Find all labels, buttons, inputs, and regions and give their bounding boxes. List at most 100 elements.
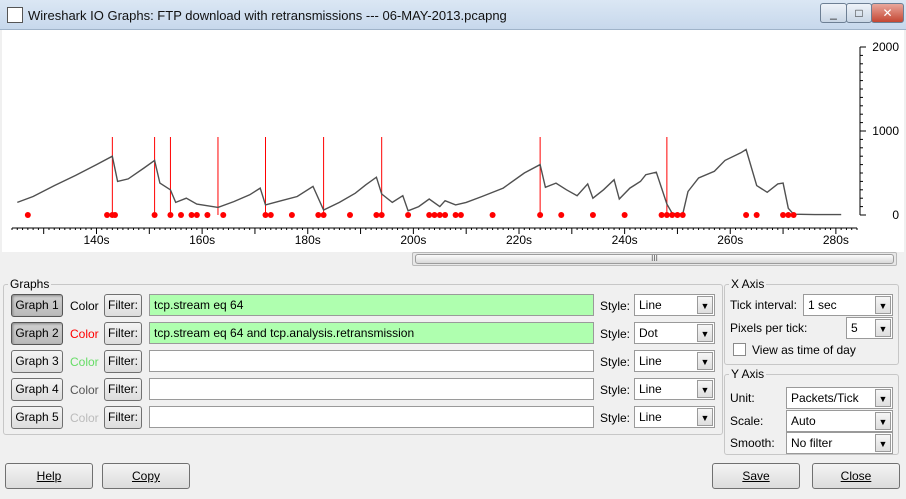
scale-label: Scale: (730, 414, 764, 428)
graph-5-style-select[interactable]: Line ▼ (634, 406, 715, 428)
io-graph-svg: 140s 160s 180s 200s 220s 240s 260s 280s 0 1000 200… (11, 40, 899, 247)
save-button[interactable]: Save (712, 463, 800, 489)
graph-4-filter-button[interactable]: Filter: (104, 378, 142, 401)
copy-label: Copy (131, 469, 160, 483)
copy-button[interactable]: Copy (102, 463, 190, 489)
maximize-button[interactable]: □ (846, 3, 872, 23)
graph-2-dot (780, 212, 787, 218)
graph-2-dot (220, 212, 227, 218)
graph-1-style-value: Line (639, 298, 662, 312)
smooth-select[interactable]: No filter ▼ (786, 432, 893, 454)
graph-2-dot (790, 212, 797, 218)
graph-1-toggle-button[interactable]: Graph 1 (11, 294, 63, 317)
graph-2-dot (378, 212, 385, 218)
graph-3-color-label[interactable]: Color (70, 355, 99, 369)
graph-2-toggle-button[interactable]: Graph 2 (11, 322, 63, 345)
graph-2-dot (288, 212, 295, 218)
graph-3-filter-input[interactable] (149, 350, 594, 372)
graph-2-color-label[interactable]: Color (70, 327, 99, 341)
graph-3-filter-button[interactable]: Filter: (104, 350, 142, 373)
window-close-button[interactable]: ✕ (871, 3, 904, 23)
graph-4-style-select[interactable]: Line ▼ (634, 378, 715, 400)
graphs-group: Graphs (3, 277, 723, 435)
graph-1-style-label: Style: (600, 299, 631, 313)
minimize-button[interactable]: _ (820, 3, 847, 23)
graph-2-dot (426, 212, 433, 218)
graph-5-color-label[interactable]: Color (70, 411, 99, 425)
tick-interval-select[interactable]: 1 sec ▼ (803, 294, 893, 316)
graph-1-color-label[interactable]: Color (70, 299, 99, 313)
graph-2-dot (24, 212, 31, 218)
pixels-per-tick-select[interactable]: 5 ▼ (846, 317, 893, 339)
x-axis-group-title: X Axis (731, 277, 765, 291)
help-label: Help (36, 469, 62, 483)
tick-interval-value: 1 sec (808, 298, 837, 312)
chevron-down-icon: ▼ (875, 434, 891, 452)
io-graph-canvas[interactable]: 140s 160s 180s 200s 220s 240s 260s 280s 0 1000 200… (2, 30, 904, 252)
app-icon (7, 7, 23, 23)
graph-3-style-select[interactable]: Line ▼ (634, 350, 715, 372)
graph-2-style-select[interactable]: Dot ▼ (634, 322, 715, 344)
tick-interval-label: Tick interval: (730, 298, 797, 312)
graphs-group-title: Graphs (10, 277, 50, 291)
unit-value: Packets/Tick (791, 391, 859, 405)
y-tick-label: 0 (892, 208, 899, 222)
x-tick-label: 260s (717, 233, 743, 247)
unit-select[interactable]: Packets/Tick ▼ (786, 387, 893, 409)
view-time-of-day-label: View as time of day (752, 343, 856, 357)
graph-3-toggle-button[interactable]: Graph 3 (11, 350, 63, 373)
graph-2-style-value: Dot (639, 326, 658, 340)
title-bar: Wireshark IO Graphs: FTP download with r… (0, 0, 906, 30)
help-button[interactable]: Help (5, 463, 93, 489)
graph-4-color-label[interactable]: Color (70, 383, 99, 397)
graph-2-dot (753, 212, 760, 218)
x-tick-label: 220s (506, 233, 532, 247)
graph-2-dot (457, 212, 464, 218)
graph-5-toggle-button[interactable]: Graph 5 (11, 406, 63, 429)
graph-3-style-label: Style: (600, 355, 631, 369)
view-time-of-day-checkbox[interactable] (733, 343, 746, 356)
chevron-down-icon: ▼ (875, 296, 891, 314)
chevron-down-icon: ▼ (875, 389, 891, 407)
graph-4-toggle-button[interactable]: Graph 4 (11, 378, 63, 401)
graph-horizontal-scrollbar[interactable]: III (412, 252, 897, 266)
chevron-down-icon: ▼ (697, 408, 713, 426)
x-tick-label: 200s (400, 233, 426, 247)
graph-2-dot (267, 212, 274, 218)
graph-2-dot (431, 212, 438, 218)
scale-value: Auto (791, 414, 816, 428)
graph-2-style-label: Style: (600, 327, 631, 341)
y-tick-label: 2000 (872, 40, 899, 54)
graph-1-line-series (17, 148, 842, 216)
close-button[interactable]: Close (812, 463, 900, 489)
graph-1-filter-button[interactable]: Filter: (104, 294, 142, 317)
graph-2-filter-button[interactable]: Filter: (104, 322, 142, 345)
chevron-down-icon: ▼ (875, 319, 891, 337)
scrollbar-thumb[interactable]: III (415, 254, 894, 264)
pixels-per-tick-value: 5 (851, 321, 858, 335)
graph-2-dot (452, 212, 459, 218)
unit-label: Unit: (730, 391, 755, 405)
graph-2-dot (442, 212, 449, 218)
x-tick-label: 240s (612, 233, 638, 247)
graph-4-filter-input[interactable] (149, 378, 594, 400)
graph-5-style-value: Line (639, 410, 662, 424)
graph-4-style-value: Line (639, 382, 662, 396)
graph-5-filter-input[interactable] (149, 406, 594, 428)
graph-1-style-select[interactable]: Line ▼ (634, 294, 715, 316)
graph-2-dot (111, 212, 118, 218)
graph-5-filter-button[interactable]: Filter: (104, 406, 142, 429)
graph-2-filter-input[interactable]: tcp.stream eq 64 and tcp.analysis.retran… (149, 322, 594, 344)
x-tick-label: 160s (189, 233, 215, 247)
graph-4-style-label: Style: (600, 383, 631, 397)
window-title: Wireshark IO Graphs: FTP download with r… (28, 8, 507, 23)
scale-select[interactable]: Auto ▼ (786, 410, 893, 432)
smooth-value: No filter (791, 436, 833, 450)
y-axis-group: Y Axis (724, 367, 899, 455)
save-label: Save (742, 469, 770, 483)
graph-2-dot (320, 212, 327, 218)
graph-2-dot (188, 212, 195, 218)
graph-1-filter-input[interactable]: tcp.stream eq 64 (149, 294, 594, 316)
graph-2-dot (663, 212, 670, 218)
x-tick-label: 140s (83, 233, 109, 247)
